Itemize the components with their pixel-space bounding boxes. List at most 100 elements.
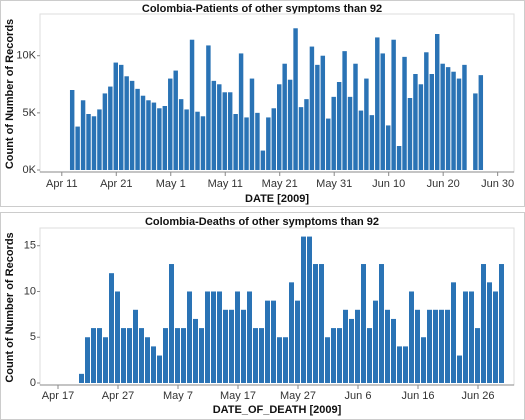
bar [367,328,372,383]
bar [124,76,129,170]
bar [439,309,444,383]
bar [79,373,84,383]
y-tick-label: 5K [23,107,37,119]
bar [157,355,162,383]
x-tick-label: May 11 [208,178,243,190]
y-tick-label: 0K [23,164,37,176]
bar [241,309,246,383]
bar [457,355,462,383]
bar [175,328,180,383]
bar [229,309,234,383]
x-tick-label: Jun 20 [427,178,460,190]
bar [85,337,90,383]
bar [168,78,173,170]
bar [135,88,140,170]
bar [103,337,108,383]
bar [364,78,369,170]
bar [319,264,324,383]
bar [233,114,238,170]
bar [396,146,402,170]
bar [259,328,264,383]
bar [238,53,244,170]
bar [493,291,498,383]
bar [217,84,222,170]
bar [353,63,358,170]
bar [115,291,120,383]
bar [385,125,391,170]
bar [391,318,396,383]
bar [140,95,146,170]
bar [373,300,378,383]
bar [195,111,200,170]
x-tick-label: May 21 [262,178,298,190]
bar [109,273,114,383]
bar [307,236,312,383]
bar [429,74,434,170]
bar [375,37,380,170]
bar [337,328,342,383]
bar [283,337,288,383]
bar [295,300,300,383]
y-axis-title: Count of Number of Records [4,232,16,382]
y-axis-title: Count of Number of Records [4,19,16,169]
bar [407,98,413,170]
bar [385,309,390,383]
bar [440,63,445,170]
bar [427,309,432,383]
bar [397,346,402,383]
bar [187,291,192,383]
bar [402,56,407,170]
bar [127,328,132,383]
y-tick-label: 10 [24,285,36,297]
bar [163,328,168,383]
bar [499,264,504,383]
y-tick-label: 10K [16,50,36,62]
bar [462,64,467,170]
bar [421,337,426,383]
bar [260,150,266,170]
bar [211,291,216,383]
bar [475,328,480,383]
bar [320,55,326,170]
bar [145,337,150,383]
bar [349,318,354,383]
bar [184,109,189,170]
bar [451,282,456,383]
bar [80,100,86,170]
bar [97,328,102,383]
bar [277,84,282,170]
bar [178,99,184,170]
bar [413,74,418,170]
bar [298,107,304,170]
bar [151,102,157,170]
chart-title: Colombia-Patients of other symptoms than… [142,3,382,15]
bar [271,300,276,383]
bar [189,39,195,170]
bar [301,236,306,383]
bar [222,92,227,170]
bar [253,328,258,383]
bar [223,309,228,383]
bar [315,64,320,170]
bar [133,309,138,383]
bar [266,117,271,170]
bar [289,282,294,383]
bar [313,264,318,383]
bar [113,62,118,171]
bar [391,39,396,170]
bar [342,51,347,171]
x-tick-label: May 27 [280,390,316,402]
bar [358,110,364,170]
bar [206,45,211,170]
y-tick-label: 0 [30,377,36,389]
bar [91,116,97,170]
bar [139,328,144,383]
bar [173,70,178,170]
bar [478,75,484,170]
bar [415,309,420,383]
x-tick-label: May 7 [163,390,193,402]
bar [469,291,474,383]
bar [380,53,385,170]
x-tick-label: Jun 6 [345,390,372,402]
